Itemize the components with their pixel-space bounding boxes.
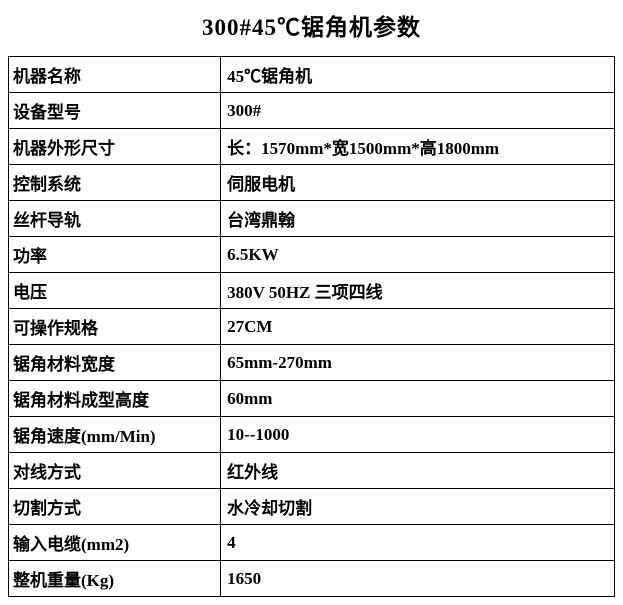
- spec-label: 机器名称: [9, 57, 221, 93]
- spec-label: 电压: [9, 273, 221, 309]
- spec-label: 输入电缆(mm2): [9, 525, 221, 561]
- spec-value: 1650: [221, 561, 615, 597]
- spec-label: 对线方式: [9, 453, 221, 489]
- table-row: 机器名称45℃锯角机: [9, 57, 615, 93]
- spec-label: 功率: [9, 237, 221, 273]
- spec-value: 台湾鼎翰: [221, 201, 615, 237]
- spec-label: 锯角材料宽度: [9, 345, 221, 381]
- table-row: 机器外形尺寸长：1570mm*宽1500mm*高1800mm: [9, 129, 615, 165]
- spec-label: 整机重量(Kg): [9, 561, 221, 597]
- spec-value: 4: [221, 525, 615, 561]
- spec-value: 300#: [221, 93, 615, 129]
- spec-value: 60mm: [221, 381, 615, 417]
- spec-label: 锯角材料成型高度: [9, 381, 221, 417]
- spec-label: 丝杆导轨: [9, 201, 221, 237]
- table-row: 对线方式红外线: [9, 453, 615, 489]
- spec-label: 设备型号: [9, 93, 221, 129]
- spec-value: 45℃锯角机: [221, 57, 615, 93]
- table-row: 设备型号300#: [9, 93, 615, 129]
- table-row: 功率6.5KW: [9, 237, 615, 273]
- spec-label: 机器外形尺寸: [9, 129, 221, 165]
- table-row: 可操作规格 27CM: [9, 309, 615, 345]
- spec-value: 10--1000: [221, 417, 615, 453]
- spec-value: 27CM: [221, 309, 615, 345]
- table-row: 切割方式水冷却切割: [9, 489, 615, 525]
- table-row: 丝杆导轨台湾鼎翰: [9, 201, 615, 237]
- spec-value: 红外线: [221, 453, 615, 489]
- spec-value: 65mm-270mm: [221, 345, 615, 381]
- spec-value: 水冷却切割: [221, 489, 615, 525]
- spec-label: 锯角速度(mm/Min): [9, 417, 221, 453]
- table-row: 控制系统伺服电机: [9, 165, 615, 201]
- table-row: 锯角材料成型高度60mm: [9, 381, 615, 417]
- table-row: 锯角材料宽度65mm-270mm: [9, 345, 615, 381]
- spec-table-body: 机器名称45℃锯角机 设备型号300# 机器外形尺寸长：1570mm*宽1500…: [9, 57, 615, 597]
- table-row: 输入电缆(mm2)4: [9, 525, 615, 561]
- table-row: 电压380V 50HZ 三项四线: [9, 273, 615, 309]
- spec-label: 切割方式: [9, 489, 221, 525]
- spec-label: 控制系统: [9, 165, 221, 201]
- page-title: 300#45℃锯角机参数: [8, 8, 615, 42]
- table-row: 锯角速度(mm/Min)10--1000: [9, 417, 615, 453]
- spec-value: 长：1570mm*宽1500mm*高1800mm: [221, 129, 615, 165]
- spec-value: 380V 50HZ 三项四线: [221, 273, 615, 309]
- spec-value: 6.5KW: [221, 237, 615, 273]
- spec-label: 可操作规格: [9, 309, 221, 345]
- spec-value: 伺服电机: [221, 165, 615, 201]
- table-row: 整机重量(Kg)1650: [9, 561, 615, 597]
- spec-table: 机器名称45℃锯角机 设备型号300# 机器外形尺寸长：1570mm*宽1500…: [8, 56, 615, 597]
